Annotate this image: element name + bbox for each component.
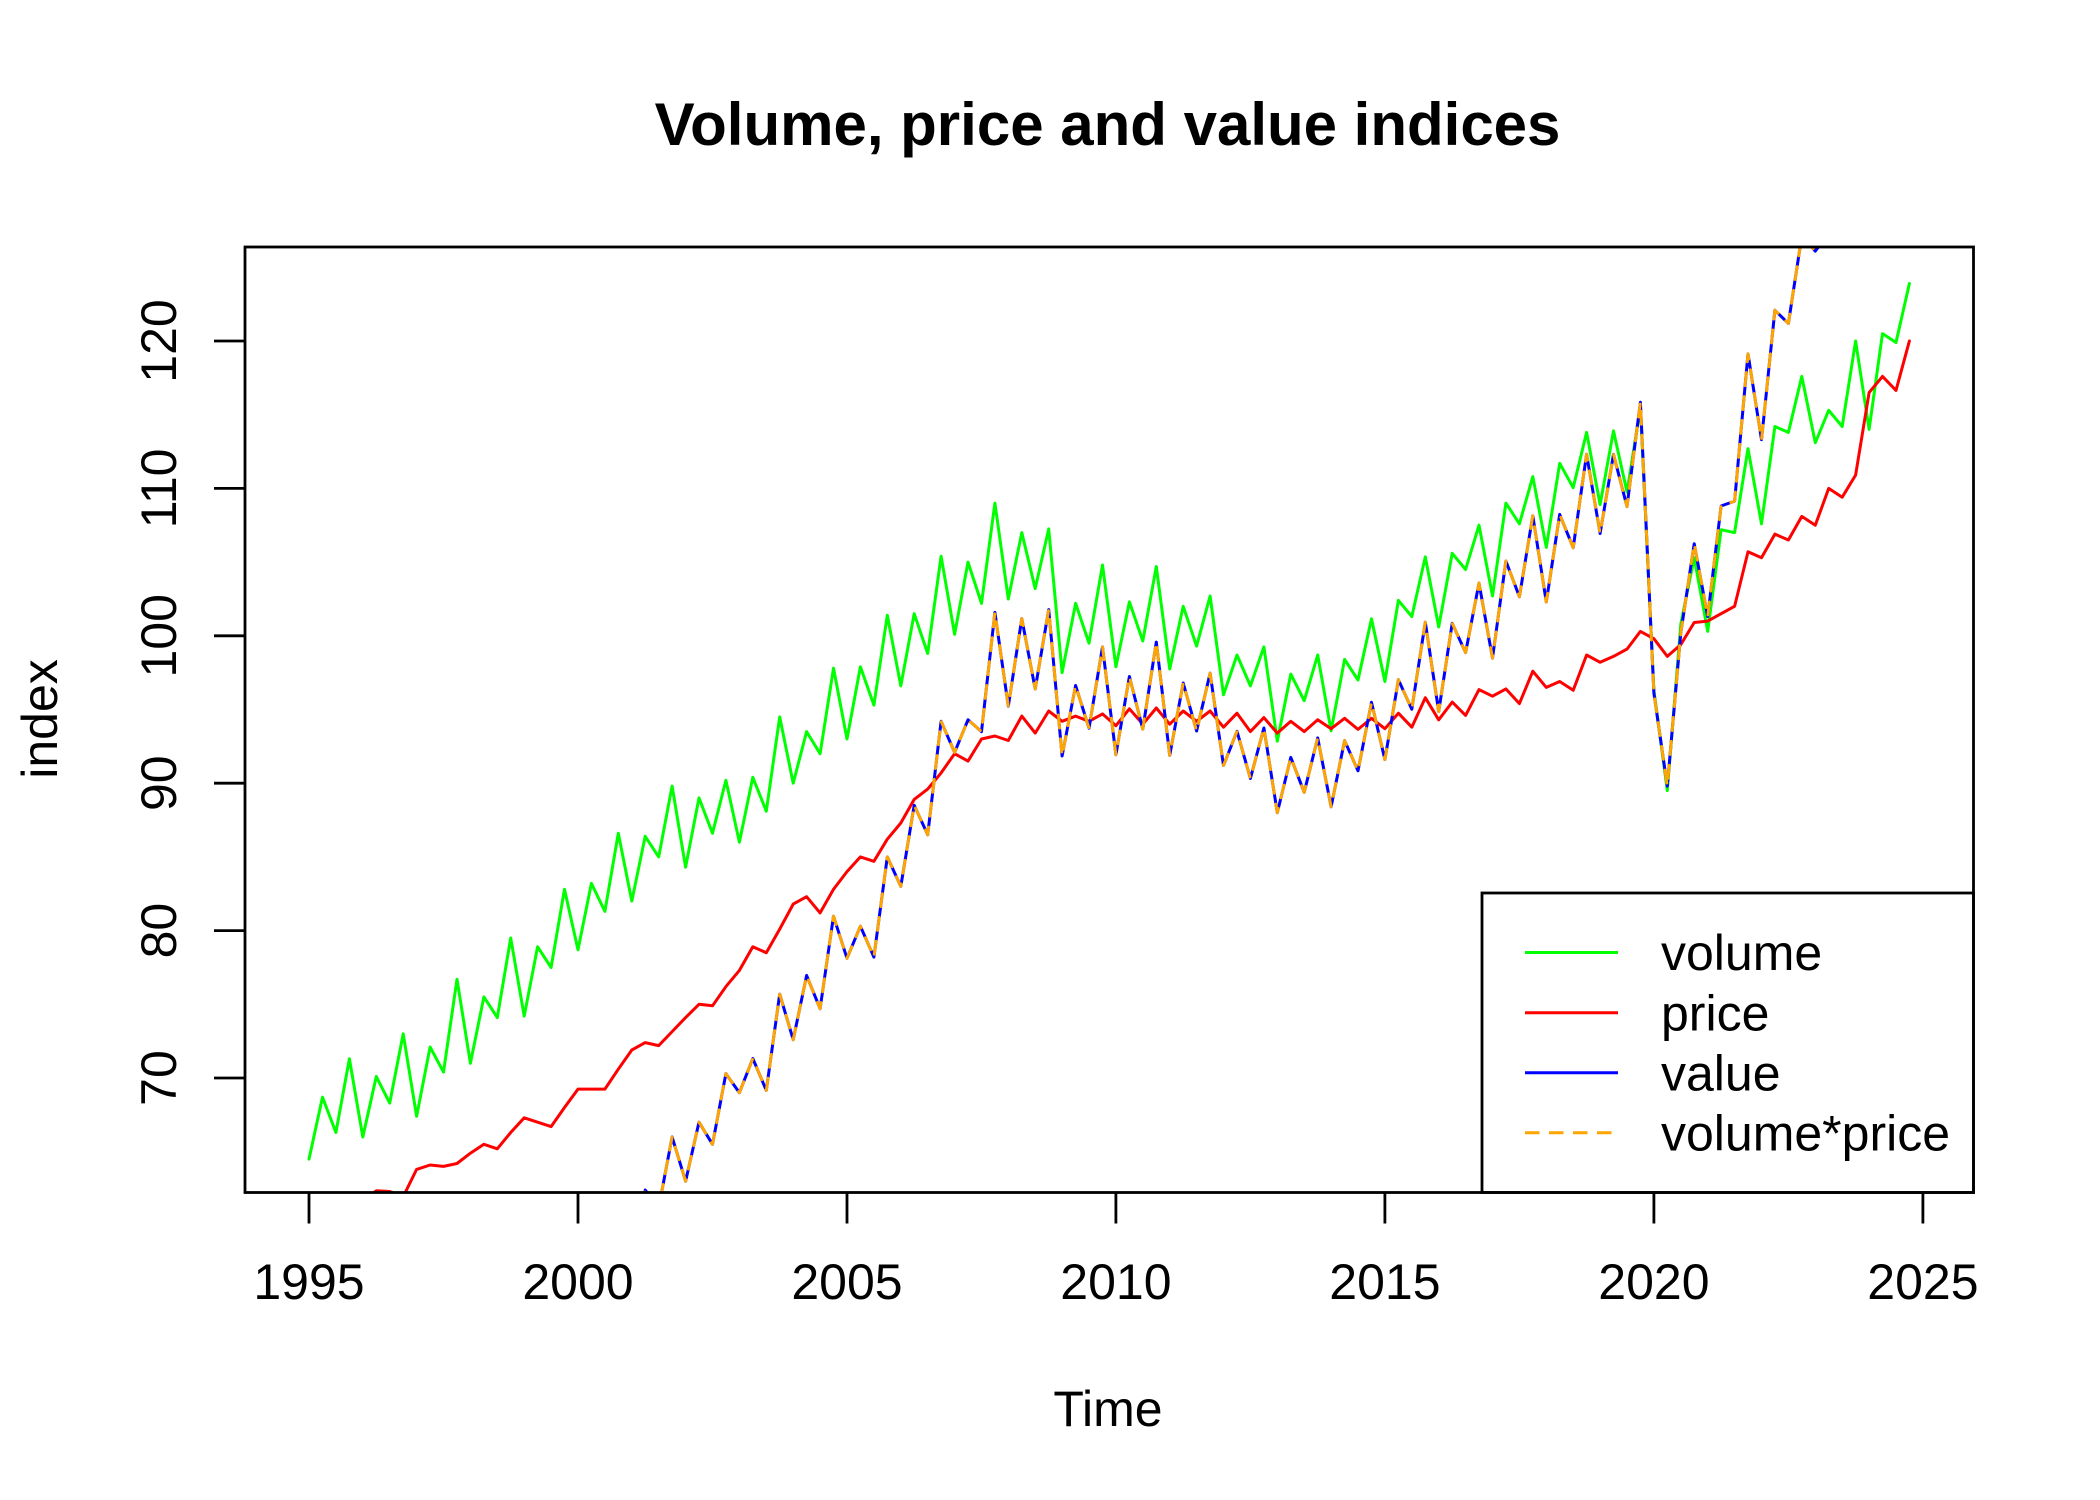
svg-text:Time: Time: [1053, 1381, 1162, 1437]
svg-text:value: value: [1661, 1045, 1781, 1101]
svg-text:2015: 2015: [1329, 1254, 1440, 1310]
svg-text:1995: 1995: [253, 1254, 364, 1310]
svg-text:120: 120: [131, 299, 187, 382]
svg-text:110: 110: [131, 449, 187, 529]
svg-text:100: 100: [131, 594, 187, 677]
svg-text:90: 90: [131, 755, 187, 811]
svg-text:2000: 2000: [522, 1254, 633, 1310]
svg-text:80: 80: [131, 903, 187, 959]
svg-text:Volume, price and value indice: Volume, price and value indices: [655, 91, 1561, 158]
svg-text:volume*price: volume*price: [1661, 1105, 1950, 1161]
svg-text:2005: 2005: [791, 1254, 902, 1310]
svg-text:index: index: [12, 659, 68, 779]
svg-text:2025: 2025: [1867, 1254, 1978, 1310]
svg-text:70: 70: [131, 1050, 187, 1106]
svg-text:2010: 2010: [1060, 1254, 1171, 1310]
svg-text:price: price: [1661, 985, 1769, 1041]
svg-text:volume: volume: [1661, 925, 1822, 981]
svg-text:2020: 2020: [1598, 1254, 1709, 1310]
